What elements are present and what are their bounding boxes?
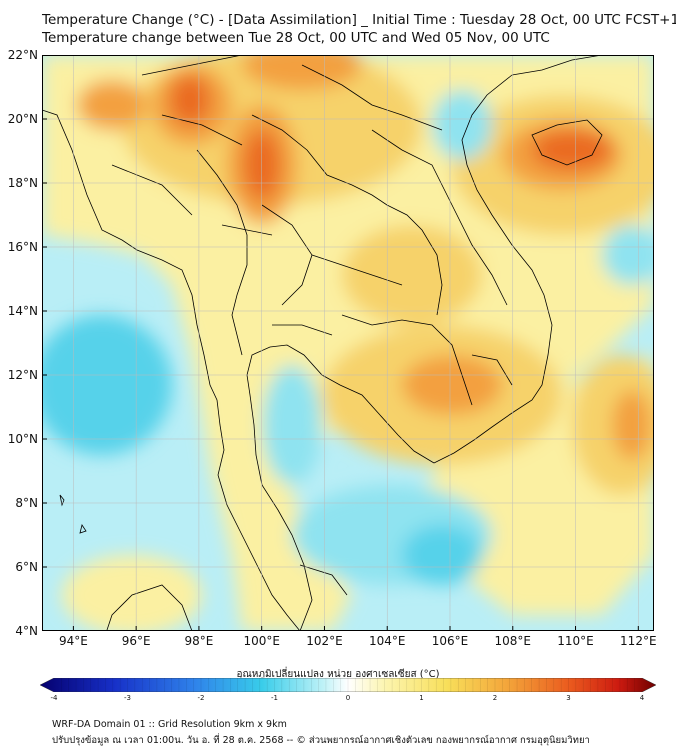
- colorbar-tick-label: 3: [566, 694, 571, 702]
- lon-label: 108°E: [494, 634, 532, 648]
- coastline-thai-west: [217, 474, 301, 631]
- hot-zone-yunnan: [242, 55, 362, 90]
- map-frame: [42, 55, 654, 631]
- lat-label: 8°N: [15, 496, 38, 510]
- lat-label: 16°N: [7, 240, 38, 254]
- hottest-zone-myanmar: [170, 75, 210, 125]
- border-thai-laos: [251, 114, 443, 316]
- lat-label: 20°N: [7, 112, 38, 126]
- coastline-vietnam-east: [461, 74, 553, 326]
- axis-ticks: [42, 55, 639, 631]
- border-china: [141, 55, 443, 131]
- hot-zone-east-edge: [612, 390, 652, 460]
- border-province-6: [111, 164, 193, 216]
- lon-label: 96°E: [121, 634, 151, 648]
- lon-label: 106°E: [431, 634, 469, 648]
- lat-label: 18°N: [7, 176, 38, 190]
- lat-label: 4°N: [15, 624, 38, 638]
- coastline-borneo: [106, 584, 193, 631]
- hottest-zone-thai: [244, 130, 280, 200]
- lat-label: 14°N: [7, 304, 38, 318]
- footer-model-info: WRF-DA Domain 01 :: Grid Resolution 9km …: [52, 719, 287, 730]
- lat-label: 22°N: [7, 48, 38, 62]
- cold-zone-south-sea: [402, 525, 482, 585]
- colorbar-tick-label: 0: [345, 694, 351, 702]
- title-line-1: Temperature Change (°C) - [Data Assimila…: [42, 12, 676, 28]
- hot-zone-west: [77, 80, 147, 130]
- cool-zone-gulf-thailand: [262, 365, 322, 485]
- lon-label: 94°E: [58, 634, 88, 648]
- temperature-field: [42, 55, 654, 631]
- colorbar-tick-label: -2: [197, 694, 205, 702]
- coastline-vietnam-south: [433, 324, 553, 464]
- lon-label: 110°E: [557, 634, 594, 648]
- coastline-andaman-island-1: [59, 494, 65, 507]
- lon-label: 98°E: [184, 634, 214, 648]
- cold-zone-andaman: [42, 315, 172, 455]
- colorbar: [40, 678, 656, 692]
- colorbar-label: อุณหภูมิเปลี่ยนแปลง หน่วย องศาเซลเซียส (…: [236, 669, 440, 680]
- cool-zone-east: [602, 225, 654, 285]
- lon-label: 112°E: [620, 634, 657, 648]
- lon-label: 100°E: [243, 634, 280, 648]
- border-province-3: [272, 324, 333, 336]
- gridlines: [42, 55, 654, 631]
- colorbar-tick-label: -1: [271, 694, 278, 702]
- lon-label: 104°E: [368, 634, 406, 648]
- border-thai-myanmar: [196, 149, 248, 356]
- colorbar-tick-label: 2: [492, 694, 498, 702]
- coastline-hainan: [531, 119, 603, 166]
- border-laos-vietnam: [371, 129, 508, 306]
- warm-zone-isan: [342, 225, 482, 325]
- coastline-myanmar-west: [42, 109, 225, 476]
- lon-label: 102°E: [306, 634, 343, 648]
- title-line-2: Temperature change between Tue 28 Oct, 0…: [42, 30, 550, 46]
- lat-label: 12°N: [7, 368, 38, 382]
- coastline-china-south: [511, 55, 603, 76]
- colorbar-tick-label: -4: [50, 694, 58, 702]
- borneo-warm: [62, 555, 202, 631]
- colorbar-segment-lines: [61, 678, 635, 692]
- lat-label: 6°N: [15, 560, 38, 574]
- border-province-5: [161, 114, 243, 146]
- hot-zone-cambodia: [402, 355, 502, 415]
- footer-update-info: ปรับปรุงข้อมูล ณ เวลา 01:00น. วัน อ. ที่…: [52, 735, 590, 746]
- border-province-4: [221, 224, 273, 236]
- hottest-zone-hainan: [532, 130, 612, 170]
- map-canvas: [42, 55, 654, 631]
- colorbar-tick-label: 4: [639, 694, 645, 702]
- colorbar-ramp: [40, 678, 656, 692]
- cool-zone-gulf-tonkin: [432, 90, 492, 160]
- lat-label: 10°N: [7, 432, 38, 446]
- colorbar-tick-label: -3: [124, 694, 131, 702]
- border-thai-malaysia: [299, 564, 348, 596]
- border-cambodia-vietnam: [471, 354, 513, 386]
- temperature-change-map: [42, 55, 654, 631]
- coastline-andaman-island-2: [79, 524, 87, 534]
- colorbar-tick-label: 1: [419, 694, 424, 702]
- coastline-gulf-thailand: [246, 344, 435, 631]
